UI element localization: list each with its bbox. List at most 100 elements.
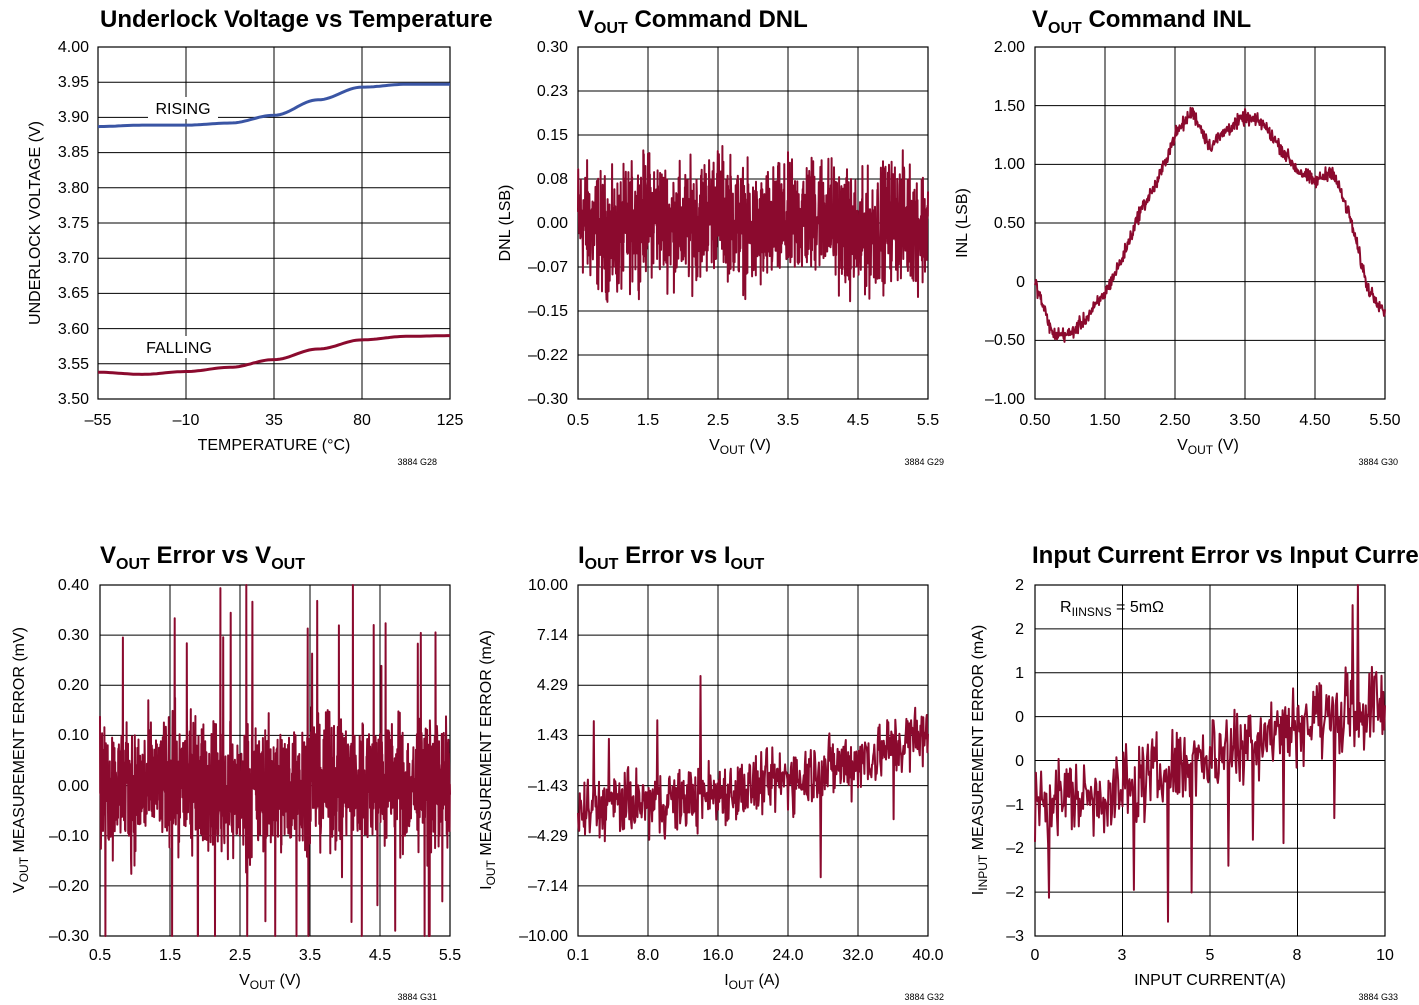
y-tick-label: 1.43 <box>537 727 568 744</box>
x-tick-label: 8.0 <box>637 947 659 964</box>
y-tick-label: 3.80 <box>58 180 89 197</box>
y-tick-label: 3.65 <box>58 285 89 302</box>
annotation-part: = 5mΩ <box>1112 599 1164 616</box>
x-tick-label: 2.5 <box>229 947 251 964</box>
chart-title: Input Current Error vs Input Current <box>1032 542 1419 569</box>
y-tick-label: 4.29 <box>537 677 568 694</box>
chart-title: VOUT Command INL <box>1032 6 1251 37</box>
x-tick-label: 32.0 <box>842 947 873 964</box>
title-part: Command INL <box>1082 6 1251 33</box>
y-tick-label: –7.14 <box>528 878 568 895</box>
x-axis-label: IOUT (A) <box>724 972 780 992</box>
plot-data <box>99 584 451 937</box>
y-tick-label: –1.00 <box>985 391 1025 408</box>
x-tick-label: 10 <box>1376 947 1394 964</box>
y-tick-label: –2 <box>1006 840 1024 857</box>
x-tick-label: 1.5 <box>159 947 181 964</box>
label-part: MEASUREMENT ERROR (mV) <box>11 627 28 857</box>
y-tick-label: 3.85 <box>58 144 89 161</box>
y-tick-label: 0 <box>1015 753 1024 770</box>
y-tick-label: –10.00 <box>519 928 568 945</box>
label-part: V <box>1177 437 1188 454</box>
plot-data <box>97 82 450 376</box>
title-subscript: OUT <box>594 20 628 37</box>
y-axis-label: IINPUT MEASUREMENT ERROR (mA) <box>970 625 990 895</box>
x-tick-label: 0.5 <box>89 947 111 964</box>
y-tick-label: –4.29 <box>528 828 568 845</box>
figure-code: 3884 G30 <box>1358 457 1398 467</box>
x-tick-labels: 0.50 1.50 2.50 3.50 4.50 5.50 <box>1019 412 1400 429</box>
label-subscript: OUT <box>1188 443 1214 457</box>
y-tick-label: –1 <box>1006 797 1024 814</box>
x-tick-label: 2.5 <box>707 412 729 429</box>
x-tick-label: 16.0 <box>702 947 733 964</box>
y-tick-labels: 4.00 3.95 3.90 3.85 3.80 3.75 3.70 3.65 … <box>58 39 89 408</box>
label-part: I <box>478 885 495 889</box>
chart-vout-dnl: VOUT Command DNL 0.5 1.5 2.5 3.5 4.5 5.5… <box>497 6 944 467</box>
y-tick-label: –3 <box>1006 928 1024 945</box>
figure-code: 3884 G29 <box>904 457 944 467</box>
x-tick-label: 24.0 <box>772 947 803 964</box>
x-tick-label: 4.50 <box>1299 412 1330 429</box>
chart-title: Underlock Voltage vs Temperature <box>100 6 493 33</box>
title-part: V <box>100 542 116 569</box>
series-label-falling: FALLING <box>146 340 212 357</box>
y-tick-label: 0.10 <box>58 727 89 744</box>
series-line <box>1034 584 1386 923</box>
plot-data <box>1034 584 1386 923</box>
y-tick-label: 2 <box>1015 577 1024 594</box>
series-line <box>577 145 929 303</box>
x-tick-label: 0 <box>1031 947 1040 964</box>
figure-code: 3884 G32 <box>904 992 944 1002</box>
y-tick-label: 10.00 <box>528 577 568 594</box>
figure-code: 3884 G33 <box>1358 992 1398 1002</box>
y-tick-label: –0.22 <box>528 347 568 364</box>
title-part: Command DNL <box>628 6 808 33</box>
y-tick-label: 0.40 <box>58 577 89 594</box>
label-subscript: INPUT <box>976 854 990 891</box>
y-tick-label: 3.75 <box>58 215 89 232</box>
y-tick-label: 0.00 <box>537 215 568 232</box>
x-tick-label: 1.50 <box>1089 412 1120 429</box>
x-tick-label: 4.5 <box>369 947 391 964</box>
legend-mask <box>148 97 218 119</box>
label-part: V <box>11 882 28 893</box>
label-subscript: OUT <box>484 859 498 885</box>
y-tick-labels: 2 2 1 0 0 –1 –2 –2 –3 <box>1006 577 1024 945</box>
label-part: (V) <box>745 437 771 454</box>
plot-frame <box>1034 46 1386 400</box>
x-tick-label: 4.5 <box>847 412 869 429</box>
y-tick-label: 3.50 <box>58 391 89 408</box>
y-tick-label: 1 <box>1015 665 1024 682</box>
x-tick-label: 8 <box>1293 947 1302 964</box>
x-tick-label: 1.5 <box>637 412 659 429</box>
y-tick-labels: 10.00 7.14 4.29 1.43 –1.43 –4.29 –7.14 –… <box>519 577 568 945</box>
y-tick-label: 7.14 <box>537 627 568 644</box>
x-tick-labels: 0.5 1.5 2.5 3.5 4.5 5.5 <box>567 412 939 429</box>
y-tick-label: 3.95 <box>58 74 89 91</box>
title-subscript: OUT <box>116 556 150 573</box>
label-part: V <box>239 972 250 989</box>
y-tick-label: –0.30 <box>49 928 89 945</box>
annotation-part: R <box>1060 599 1072 616</box>
label-part: MEASUREMENT ERROR (mA) <box>970 625 987 855</box>
y-tick-label: 0.50 <box>994 215 1025 232</box>
label-part: (V) <box>1213 437 1239 454</box>
label-part: I <box>724 972 728 989</box>
title-part: V <box>1032 6 1048 33</box>
y-tick-label: 0.30 <box>537 39 568 56</box>
label-subscript: OUT <box>17 856 31 882</box>
x-tick-label: 3 <box>1118 947 1127 964</box>
chart-title: IOUT Error vs IOUT <box>578 542 765 573</box>
x-axis-label: VOUT (V) <box>239 972 301 992</box>
label-part: (V) <box>275 972 301 989</box>
legend-mask <box>137 336 221 358</box>
series-line-rising <box>97 82 450 129</box>
y-tick-label: –0.50 <box>985 332 1025 349</box>
y-tick-label: 0.00 <box>58 778 89 795</box>
y-tick-label: 0.30 <box>58 627 89 644</box>
title-part: Error vs I <box>618 542 730 569</box>
chart-vout-error: VOUT Error vs VOUT 0.5 1.5 2.5 3.5 4.5 5… <box>11 542 461 1002</box>
y-tick-label: 0.08 <box>537 171 568 188</box>
chart-iout-error: IOUT Error vs IOUT 0.1 8.0 16.0 24.0 32.… <box>478 542 944 1002</box>
